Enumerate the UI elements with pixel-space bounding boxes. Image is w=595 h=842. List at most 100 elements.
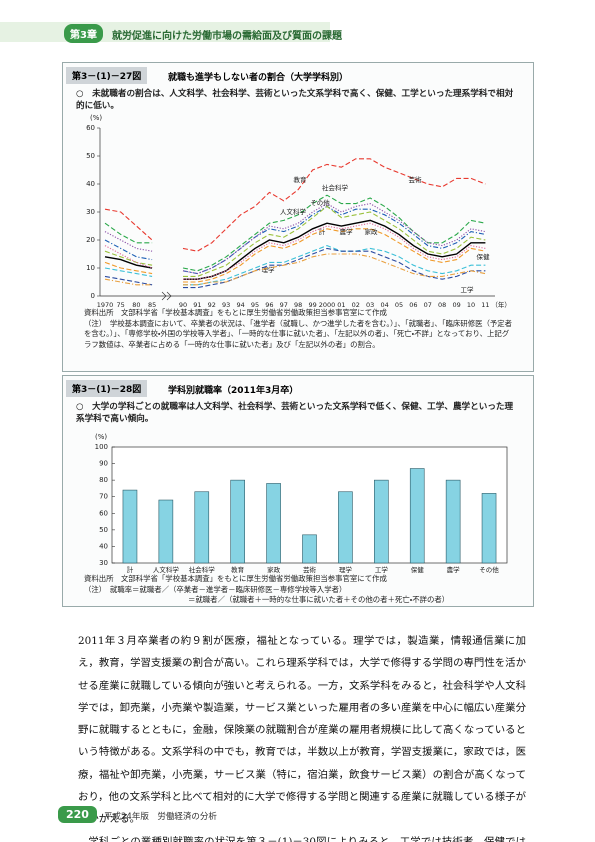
- series-line: [182, 205, 486, 275]
- body-text: 2011年３月卒業者の約９割が医療，福祉となっている。理学では，製造業，情報通信…: [78, 630, 526, 842]
- series-line: [183, 245, 486, 286]
- series-label: 計: [319, 227, 326, 236]
- series-label: 農学: [340, 227, 354, 236]
- figure-number: 第3－(1)－28図: [66, 380, 148, 397]
- bar: [266, 483, 281, 564]
- y-tick-label: 30: [86, 208, 95, 216]
- series-line: [183, 222, 486, 280]
- x-tick-label: 10: [467, 301, 475, 309]
- series-line: [183, 219, 486, 280]
- series-label: 理学: [262, 265, 276, 274]
- publication: 平成24年版 労働経済の分析: [104, 812, 217, 822]
- x-tick-label: 家政: [267, 565, 281, 574]
- note: （注） 学校基本調査において、卒業者の状況は、「進学者（就職し、かつ進学した者を…: [84, 318, 513, 349]
- series-label: 人文科学: [280, 207, 307, 216]
- figure-summary: ○ 大学の学科ごとの就職率は人文科学、社会科学、芸術といった文系学科で低く、保健…: [76, 402, 514, 424]
- series-line: [104, 231, 153, 252]
- bar: [481, 493, 497, 564]
- x-tick-label: 06: [409, 301, 417, 309]
- y-axis-label: (%): [90, 114, 102, 122]
- bar: [122, 489, 138, 564]
- x-tick-label: 計: [127, 565, 134, 574]
- note: ＝就職者／（就職者＋一時的な仕事に就いた者＋その他の者＋死亡・不詳の者）: [188, 595, 450, 604]
- series-line: [104, 267, 153, 277]
- x-tick-label: 人文科学: [153, 565, 180, 574]
- axis-break: [161, 291, 172, 301]
- series-label: その他: [310, 198, 330, 207]
- series-line: [183, 228, 486, 283]
- figure-notes: 資料出所 文部科学省「学校基本調査」をもとに厚生労働省労働政策担当参事官室にて作…: [84, 308, 514, 350]
- series-line: [183, 247, 486, 289]
- series-line: [104, 256, 153, 269]
- x-tick-label: 保健: [411, 565, 425, 574]
- figure-notes: 資料出所 文部科学省「学校基本調査」をもとに厚生労働省労働政策担当参事官室にて作…: [84, 574, 514, 606]
- series-line: [104, 208, 153, 241]
- x-tick-label: 芸術: [303, 565, 317, 574]
- series-line: [183, 253, 486, 286]
- x-tick-label: 80: [132, 301, 140, 309]
- x-tick-label: 11: [481, 301, 489, 309]
- x-tick-label: 02: [352, 301, 360, 309]
- x-axis-label: （年）: [491, 300, 511, 309]
- y-tick-label: 60: [86, 124, 95, 132]
- x-tick-label: 97: [280, 301, 288, 309]
- y-tick-label: 40: [99, 542, 108, 550]
- y-tick-label: 20: [86, 236, 95, 244]
- x-tick-label: 94: [236, 301, 244, 309]
- bar-chart: (%) 30 40 50 60 70 80 90 100 計 人文科学 社会科学 教育 家政 芸術 理学 工学 保…: [95, 433, 508, 574]
- series-line: [104, 275, 153, 286]
- x-tick-label: 07: [424, 301, 432, 309]
- y-tick-label: 30: [99, 559, 108, 567]
- series-label: 社会科学: [322, 183, 349, 192]
- y-tick-label: 100: [95, 443, 108, 451]
- x-tick-label: 09: [452, 301, 460, 309]
- y-tick-label: 50: [99, 526, 108, 534]
- x-tick-label: 08: [438, 301, 446, 309]
- series-line: [183, 205, 486, 277]
- bar: [302, 534, 317, 564]
- x-tick-label: 92: [208, 301, 216, 309]
- x-tick-label: 農学: [447, 565, 461, 574]
- x-tick-label: 社会科学: [189, 565, 216, 574]
- y-tick-label: 40: [86, 180, 95, 188]
- x-tick-label: 04: [380, 301, 388, 309]
- x-tick-label: 理学: [339, 565, 353, 574]
- x-tick-label: 90: [179, 301, 187, 309]
- series-line: [104, 239, 153, 261]
- series-line: [104, 278, 153, 286]
- x-tick-label: 75: [117, 301, 125, 309]
- x-tick-label: 98: [294, 301, 302, 309]
- y-tick-label: 60: [99, 509, 108, 517]
- x-tick-label: 05: [395, 301, 403, 309]
- series-line: [104, 222, 153, 244]
- series-label: 教育: [294, 175, 308, 184]
- y-tick-label: 50: [86, 152, 95, 160]
- x-tick-label: その他: [479, 565, 499, 574]
- x-tick-label: 01: [337, 301, 345, 309]
- x-tick-label: 91: [193, 301, 201, 309]
- x-tick-label: 教育: [231, 565, 245, 574]
- figure-box: [62, 62, 534, 372]
- figure-title: 学科別就職率（2011年3月卒）: [168, 386, 299, 396]
- chapter-badge: 第3章: [64, 24, 103, 43]
- x-tick-label: 85: [148, 301, 156, 309]
- series-label: 家政: [365, 227, 379, 236]
- series-line: [104, 250, 153, 266]
- paragraph: 学科ごとの業種別就職率の状況を第３－(1)－30図によりみると，工学では技術者，…: [88, 835, 526, 842]
- x-tick-label: 93: [222, 301, 230, 309]
- note: 資料出所 文部科学省「学校基本調査」をもとに厚生労働省労働政策担当参事官室にて作…: [84, 574, 387, 583]
- note: 資料出所 文部科学省「学校基本調査」をもとに厚生労働省労働政策担当参事官室にて作…: [84, 308, 387, 317]
- x-tick-label: 2000: [319, 301, 336, 309]
- x-tick-label: 1970: [97, 301, 114, 309]
- page-number: 220: [58, 806, 97, 823]
- bar: [338, 491, 353, 564]
- y-tick-label: 0: [91, 292, 95, 300]
- bar: [194, 491, 210, 564]
- series-line: [104, 261, 153, 275]
- x-tick-label: 95: [251, 301, 259, 309]
- header-title: 就労促進に向けた労働市場の需給面及び質面の課題: [112, 31, 342, 42]
- series-label: 保健: [477, 252, 491, 261]
- bar: [409, 468, 425, 564]
- y-tick-label: 90: [99, 460, 108, 468]
